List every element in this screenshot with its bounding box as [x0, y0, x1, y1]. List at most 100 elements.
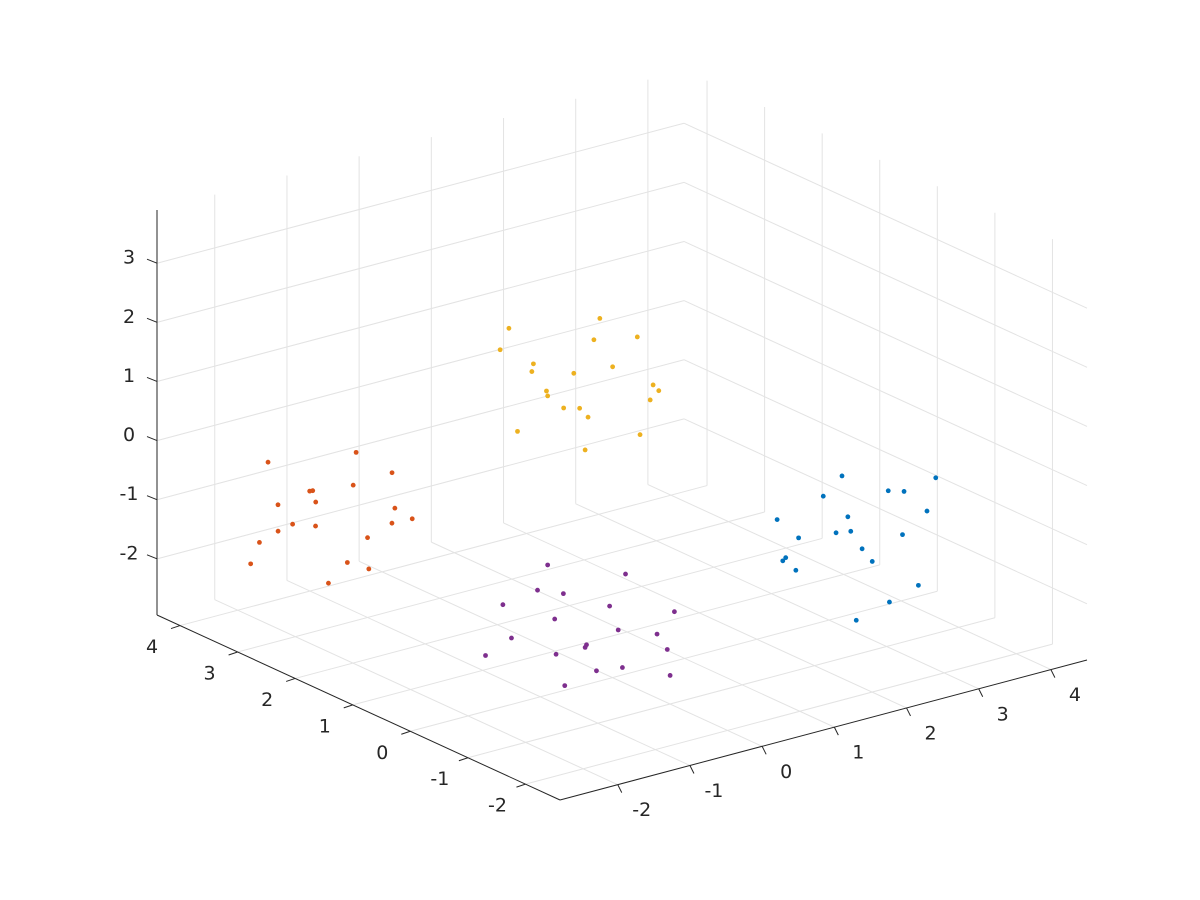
point [869, 559, 875, 564]
y-tick-label: 0 [376, 742, 388, 764]
point [654, 631, 660, 637]
z-tick [146, 495, 158, 501]
grid-line [358, 560, 763, 747]
grid-line [156, 181, 685, 323]
point [366, 566, 372, 572]
z-tick [146, 436, 158, 442]
y-tick-label: 4 [146, 636, 158, 658]
point [793, 567, 799, 573]
grid-line [156, 300, 685, 442]
grid-line [179, 485, 708, 627]
grid-line [647, 484, 1052, 671]
grid-line [683, 359, 1088, 546]
y-tick [458, 757, 469, 762]
x-tick-label: 3 [997, 703, 1009, 725]
x-tick [1050, 669, 1056, 678]
grid-line [410, 590, 938, 732]
x-tick-label: 1 [852, 742, 864, 764]
grid-line [431, 541, 835, 728]
y-tick-label: 1 [319, 715, 331, 737]
point [290, 521, 296, 527]
point [664, 647, 670, 652]
point [887, 599, 892, 605]
grid-line [683, 418, 1088, 605]
point [634, 334, 640, 340]
point [571, 370, 577, 376]
point [409, 516, 415, 522]
y-tick-label: -1 [430, 768, 449, 790]
grid-line [237, 511, 765, 653]
grid-line [503, 522, 907, 709]
point [544, 388, 549, 394]
point [933, 475, 939, 481]
x-tick-label: 2 [924, 722, 936, 744]
grid-line [156, 418, 685, 560]
grid-line [525, 643, 1053, 785]
point [647, 397, 653, 403]
point [389, 470, 395, 476]
point [257, 539, 262, 545]
grid-line [683, 122, 1088, 309]
x-tick [833, 726, 839, 736]
z-tick-label: -1 [120, 483, 139, 505]
point [915, 582, 921, 588]
x-tick [689, 765, 695, 774]
point [584, 642, 589, 648]
x-tick [978, 688, 984, 697]
point [265, 459, 271, 465]
point [853, 617, 859, 623]
point [656, 388, 662, 394]
z-tick [146, 317, 158, 323]
y-tick-label: -2 [488, 795, 507, 817]
point [585, 414, 591, 420]
point [900, 532, 905, 538]
y-tick [170, 625, 181, 630]
point [561, 405, 567, 411]
y-tick-label: 2 [261, 689, 273, 711]
grid-line [156, 240, 685, 382]
point [552, 616, 558, 622]
point [535, 587, 540, 593]
point [839, 473, 845, 479]
grid-line [352, 564, 880, 706]
point [553, 651, 559, 657]
z-tick [146, 258, 158, 264]
point [560, 591, 566, 597]
point [497, 347, 503, 353]
point [637, 432, 643, 438]
x-tick [906, 707, 911, 717]
grid-line [214, 599, 618, 786]
point [780, 558, 786, 564]
z-tick-label: 1 [123, 365, 135, 387]
grid-line [683, 181, 1088, 368]
point [783, 555, 789, 561]
point [350, 482, 356, 488]
z-tick-label: 0 [123, 424, 135, 446]
point [610, 364, 616, 370]
point [796, 535, 801, 541]
point [594, 668, 599, 674]
point [597, 315, 603, 321]
point [365, 535, 370, 541]
grid-line [683, 300, 1088, 487]
point [845, 514, 851, 520]
z-tick-label: -2 [120, 542, 139, 564]
point [326, 580, 331, 586]
point [545, 562, 551, 568]
grid-line [295, 537, 823, 679]
point [591, 337, 597, 343]
point [545, 393, 551, 399]
point [506, 325, 512, 331]
point [924, 508, 930, 514]
point [313, 499, 319, 505]
point [509, 635, 514, 641]
grid-line [156, 359, 685, 501]
point [389, 520, 395, 526]
z-tick-label: 2 [123, 306, 135, 328]
point [353, 449, 359, 455]
grid-line [575, 503, 979, 690]
point [531, 361, 536, 367]
x-tick-label: 0 [780, 761, 792, 783]
point [859, 546, 865, 552]
